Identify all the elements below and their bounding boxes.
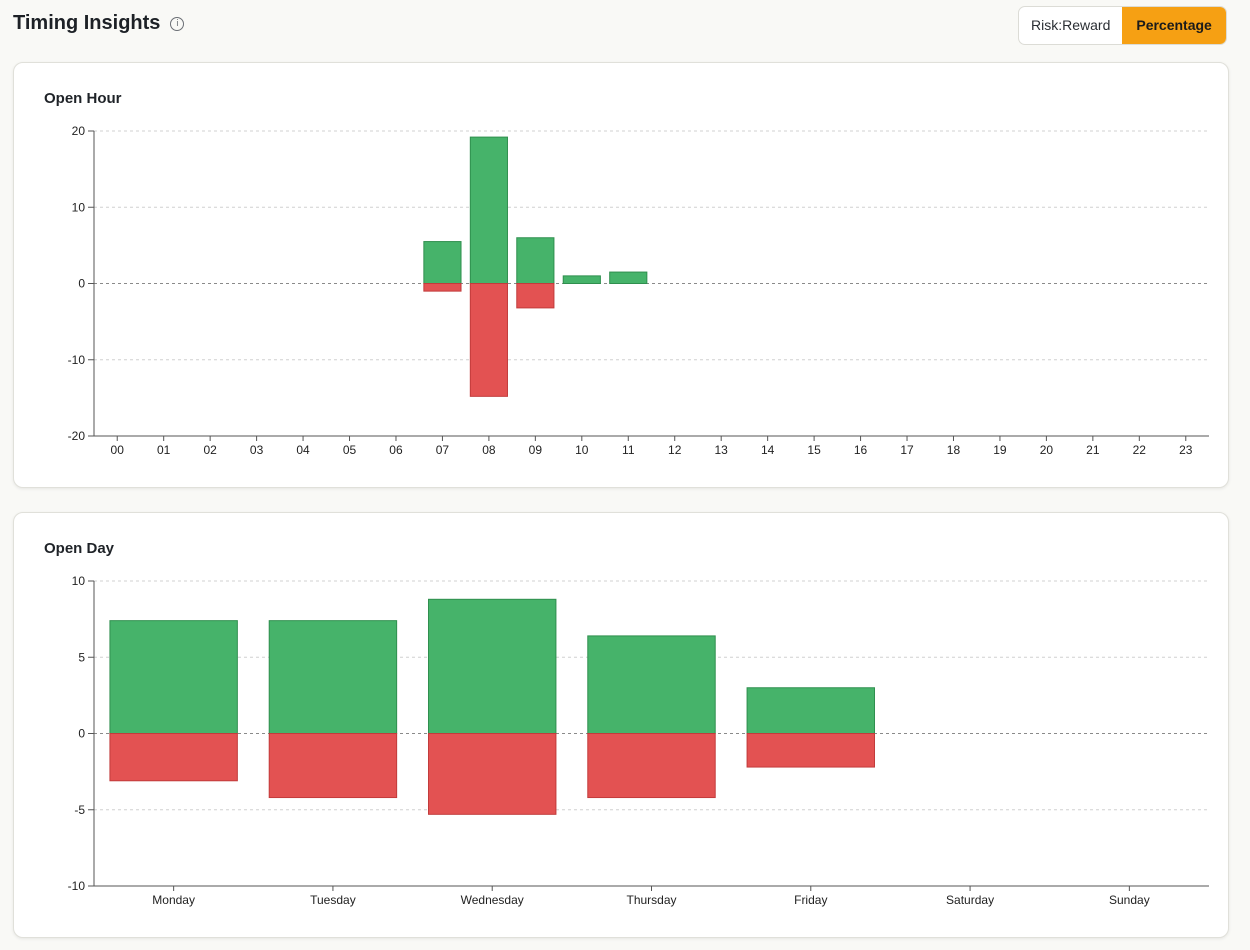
x-tick-label-16: 16 bbox=[854, 443, 868, 457]
x-tick-label-20: 20 bbox=[1040, 443, 1054, 457]
negative-bar-07 bbox=[423, 283, 462, 292]
positive-bar-wednesday bbox=[428, 598, 557, 734]
x-tick-label-21: 21 bbox=[1086, 443, 1100, 457]
open-day-chart: 10 5 0 -5 -10 Monday Tuesday Wednesday Thursday F… bbox=[68, 574, 1209, 907]
negative-bar-friday bbox=[746, 733, 875, 768]
positive-bar-08 bbox=[469, 136, 508, 284]
x-tick-label-monday: Monday bbox=[152, 893, 195, 907]
page-title-text: Timing Insights bbox=[13, 12, 161, 34]
negative-bar-08 bbox=[469, 283, 508, 397]
x-tick-label-07: 07 bbox=[436, 443, 450, 457]
x-tick-label-19: 19 bbox=[993, 443, 1007, 457]
x-tick-label-03: 03 bbox=[250, 443, 264, 457]
x-tick-label-06: 06 bbox=[389, 443, 403, 457]
toggle-risk-reward-button[interactable]: Risk:Reward bbox=[1019, 7, 1122, 44]
y-tick-label: 0 bbox=[78, 727, 85, 741]
x-tick-label-02: 02 bbox=[203, 443, 217, 457]
x-tick-label-11: 11 bbox=[622, 443, 635, 457]
open-day-card: Open Day 10 5 0 -5 -10 Monday Tuesday Wednesday… bbox=[13, 512, 1229, 938]
x-tick-label-friday: Friday bbox=[794, 893, 827, 907]
y-tick-label: -10 bbox=[68, 353, 86, 367]
x-tick-label-05: 05 bbox=[343, 443, 357, 457]
x-tick-label-09: 09 bbox=[529, 443, 543, 457]
view-toggle: Risk:Reward Percentage bbox=[1018, 6, 1227, 45]
y-tick-label: 10 bbox=[72, 200, 86, 214]
positive-bar-07 bbox=[423, 241, 462, 284]
positive-bar-tuesday bbox=[268, 620, 398, 734]
positive-bar-11 bbox=[609, 271, 648, 284]
negative-bar-09 bbox=[516, 283, 555, 309]
y-tick-label: 10 bbox=[72, 574, 86, 588]
x-tick-label-23: 23 bbox=[1179, 443, 1193, 457]
x-tick-label-01: 01 bbox=[157, 443, 171, 457]
open-hour-card: Open Hour 20 10 0 -10 -20 00 01 02 03 04 05 06 07 08 0… bbox=[13, 62, 1229, 488]
positive-bar-10 bbox=[562, 275, 601, 284]
x-tick-label-22: 22 bbox=[1133, 443, 1147, 457]
x-tick-label-thursday: Thursday bbox=[626, 893, 676, 907]
y-tick-label: -5 bbox=[74, 803, 85, 817]
open-hour-chart: 20 10 0 -10 -20 00 01 02 03 04 05 06 07 08 09 10 11 12 13 1… bbox=[68, 124, 1209, 457]
x-tick-label-15: 15 bbox=[807, 443, 821, 457]
x-tick-label-08: 08 bbox=[482, 443, 496, 457]
negative-bar-wednesday bbox=[428, 733, 557, 815]
negative-bar-tuesday bbox=[268, 733, 398, 799]
x-tick-label-13: 13 bbox=[715, 443, 729, 457]
positive-bar-monday bbox=[109, 620, 238, 734]
header: Timing Insights i Risk:Reward Percentage bbox=[0, 0, 1250, 52]
positive-bar-thursday bbox=[587, 635, 716, 734]
x-tick-label-17: 17 bbox=[900, 443, 914, 457]
negative-bar-thursday bbox=[587, 733, 716, 799]
x-tick-label-12: 12 bbox=[668, 443, 682, 457]
open-hour-title: Open Hour bbox=[44, 90, 122, 107]
y-tick-label: -20 bbox=[68, 429, 86, 443]
toggle-percentage-button[interactable]: Percentage bbox=[1122, 7, 1226, 44]
y-tick-label: -10 bbox=[68, 879, 86, 893]
info-icon[interactable]: i bbox=[170, 16, 185, 31]
positive-bar-friday bbox=[746, 687, 875, 734]
page-title: Timing Insights i bbox=[13, 12, 185, 35]
open-day-title: Open Day bbox=[44, 540, 115, 557]
x-tick-label-wednesday: Wednesday bbox=[461, 893, 524, 907]
y-tick-label: 5 bbox=[78, 650, 85, 664]
x-tick-label-saturday: Saturday bbox=[946, 893, 994, 907]
y-tick-label: 20 bbox=[72, 124, 86, 138]
y-tick-label: 0 bbox=[78, 277, 85, 291]
x-tick-label-sunday: Sunday bbox=[1109, 893, 1150, 907]
x-tick-label-tuesday: Tuesday bbox=[310, 893, 356, 907]
x-tick-label-00: 00 bbox=[111, 443, 125, 457]
x-tick-label-18: 18 bbox=[947, 443, 961, 457]
negative-bar-monday bbox=[109, 733, 238, 782]
x-tick-label-04: 04 bbox=[296, 443, 310, 457]
x-tick-label-14: 14 bbox=[761, 443, 775, 457]
x-tick-label-10: 10 bbox=[575, 443, 589, 457]
positive-bar-09 bbox=[516, 237, 555, 284]
